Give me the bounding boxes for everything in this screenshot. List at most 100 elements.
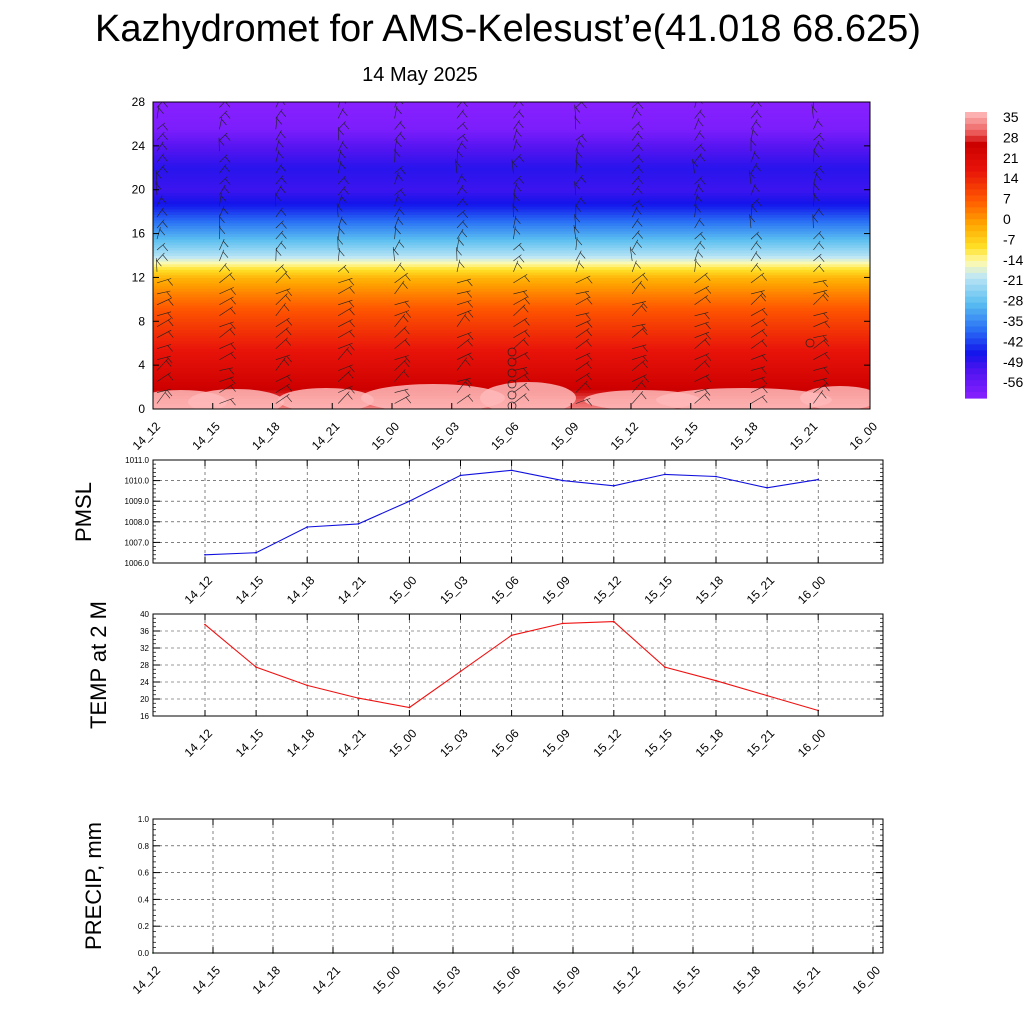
- data-point: [408, 706, 411, 709]
- calm-wind-circle: [507, 390, 517, 400]
- colorbar-label: -42: [1003, 333, 1023, 349]
- wind-barb-feather: [224, 165, 230, 173]
- wind-barb-feather: [576, 238, 583, 246]
- colorbar-segment: [965, 302, 987, 310]
- wind-barb-staff: [219, 351, 234, 360]
- y-tick-label: 28: [140, 661, 149, 670]
- wind-barb-feather: [346, 348, 353, 356]
- wind-barb-staff: [219, 110, 228, 119]
- wind-barb-staff: [219, 397, 234, 404]
- data-point: [510, 469, 513, 472]
- wind-barb-staff: [575, 196, 583, 207]
- wind-barb-feather: [158, 107, 164, 114]
- temperature-band: [153, 247, 870, 251]
- temperature-band: [153, 126, 870, 131]
- colorbar-segment: [965, 344, 987, 351]
- upper-x-tick-label: 15_09: [548, 419, 582, 453]
- x-tick-label: 15_12: [590, 573, 624, 607]
- y-tick-label: 36: [140, 627, 149, 636]
- wind-barb-feather: [456, 249, 462, 256]
- wind-barb-staff: [694, 153, 702, 163]
- surface-warm-patch: [480, 382, 576, 409]
- temperature-band: [153, 332, 870, 336]
- wind-barb-feather: [642, 355, 649, 363]
- wind-barb-staff: [813, 334, 827, 338]
- wind-barb-staff: [338, 385, 353, 393]
- temperature-band: [153, 299, 870, 303]
- wind-barb-staff: [631, 131, 640, 141]
- temperature-band: [153, 214, 870, 218]
- wind-barb-staff: [394, 102, 397, 108]
- wind-barb-feather: [230, 322, 236, 330]
- wind-barb-feather: [578, 141, 585, 148]
- wind-barb-feather: [704, 274, 711, 281]
- wind-barb-feather: [275, 194, 281, 201]
- wind-barb-staff: [394, 300, 409, 306]
- wind-barb-staff: [156, 290, 171, 295]
- precip-panel: 0.0 0.2 0.4 0.6 0.8 1.0 14_12 14_15 14_18 14_21 15…: [81, 815, 884, 997]
- wind-barb-feather: [761, 367, 767, 374]
- temperature-band: [153, 280, 870, 284]
- x-tick-label: 14_15: [233, 573, 267, 607]
- wind-barb-feather: [818, 209, 824, 216]
- temperature-band: [153, 217, 870, 221]
- upper-x-tick-label: 15_15: [667, 419, 701, 453]
- wind-barb-feather: [400, 102, 404, 105]
- wind-barb-feather: [405, 274, 411, 281]
- wind-barb-feather: [523, 291, 529, 298]
- wind-barb-feather: [467, 340, 473, 347]
- wind-barb-feather: [463, 102, 468, 107]
- colorbar-segment: [965, 278, 987, 286]
- x-tick-label: 15_21: [790, 963, 824, 997]
- wind-barb-feather: [394, 150, 401, 158]
- wind-barb-feather: [642, 345, 648, 352]
- temperature-band: [153, 200, 870, 205]
- wind-barb-feather: [286, 385, 293, 392]
- wind-barb-feather: [697, 185, 704, 193]
- precip-grid: [152, 819, 883, 953]
- wind-barb-staff: [692, 159, 695, 174]
- temperature-band: [153, 296, 870, 300]
- wind-barb-staff: [219, 342, 234, 349]
- wind-barb-feather: [167, 345, 173, 352]
- colorbar-segment: [965, 284, 987, 292]
- temperature-band: [153, 241, 870, 246]
- wind-barb-staff: [219, 154, 228, 163]
- wind-barb-staff: [337, 121, 346, 130]
- wind-barb-feather: [400, 189, 406, 197]
- wind-barb-staff: [156, 131, 165, 141]
- wind-barb-staff: [813, 289, 828, 295]
- upper-y-tick-label: 24: [132, 139, 146, 153]
- wind-barb-staff: [631, 142, 640, 152]
- x-tick-label: 14_21: [310, 963, 344, 997]
- colorbar-segment: [965, 189, 987, 197]
- wind-barb-feather: [229, 274, 236, 281]
- wind-barb-staff: [456, 313, 467, 327]
- wind-barb-feather: [349, 365, 355, 373]
- temperature-band: [153, 310, 870, 314]
- wind-barb-feather: [283, 359, 290, 366]
- colorbar-segment: [965, 129, 987, 137]
- wind-barb-feather: [283, 304, 290, 312]
- chart-title: Kazhydromet for AMS-Kelesust’e(41.018 68…: [95, 8, 921, 50]
- wind-barb-staff: [156, 389, 171, 393]
- wind-barb-feather: [639, 282, 646, 289]
- temperature-band: [153, 351, 870, 355]
- wind-barb-staff: [513, 154, 522, 163]
- wind-barb-staff: [575, 398, 591, 404]
- data-point: [459, 670, 462, 673]
- wind-barb-staff: [750, 109, 759, 119]
- x-tick-label: 15_09: [539, 726, 573, 760]
- wind-barb-staff: [156, 164, 165, 174]
- colorbar-segment: [965, 159, 987, 167]
- wind-barb-feather: [642, 302, 648, 309]
- temperature-band: [153, 115, 870, 120]
- wind-barb-feather: [524, 374, 530, 381]
- colorbar-segment: [965, 225, 987, 232]
- wind-barb-staff: [275, 240, 283, 251]
- wind-barb-feather: [636, 220, 643, 227]
- wind-barb-staff: [813, 366, 828, 371]
- wind-barb-feather: [586, 329, 592, 337]
- temperature-band: [153, 285, 870, 289]
- x-tick-label: 15_00: [386, 726, 420, 760]
